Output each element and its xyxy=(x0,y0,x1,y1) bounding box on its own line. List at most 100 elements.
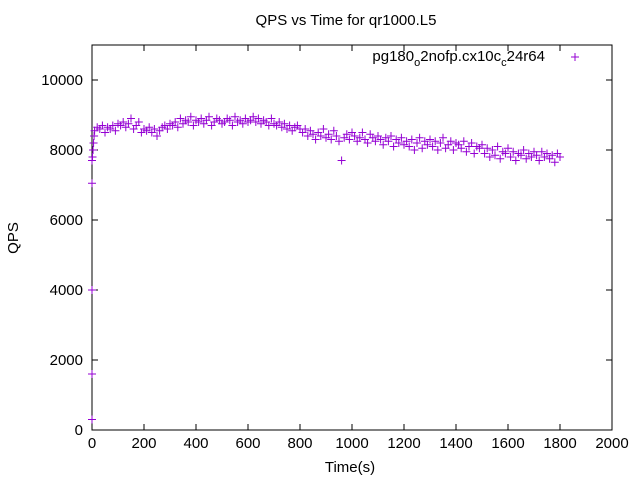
data-point xyxy=(405,142,414,151)
data-point xyxy=(428,142,437,151)
data-point xyxy=(504,144,512,153)
x-tick-label: 1400 xyxy=(439,435,472,452)
data-point xyxy=(197,114,206,123)
data-point xyxy=(124,119,133,128)
data-point xyxy=(324,130,333,139)
data-point xyxy=(491,151,499,160)
data-point xyxy=(275,118,284,126)
x-tick-label: 200 xyxy=(131,435,156,452)
data-point xyxy=(449,146,458,154)
data-point xyxy=(556,153,564,161)
data-point xyxy=(327,135,336,144)
data-point xyxy=(470,149,479,158)
data-point xyxy=(163,125,172,133)
data-point xyxy=(319,125,328,133)
data-point xyxy=(426,135,434,144)
data-point xyxy=(394,139,403,147)
data-point xyxy=(488,146,497,154)
data-point xyxy=(543,149,551,158)
x-tick-label: 400 xyxy=(183,435,208,452)
y-tick-label: 8000 xyxy=(50,142,83,159)
data-point xyxy=(301,125,310,133)
data-point xyxy=(231,112,239,121)
y-tick-label: 2000 xyxy=(50,352,83,369)
data-point xyxy=(389,142,398,151)
data-point xyxy=(548,151,557,160)
data-point xyxy=(205,112,213,121)
data-point xyxy=(350,132,359,140)
data-point xyxy=(371,137,380,146)
data-point xyxy=(485,153,494,161)
data-point xyxy=(358,128,367,137)
data-point xyxy=(98,121,107,130)
data-point xyxy=(176,114,185,123)
data-point xyxy=(509,147,518,156)
data-point xyxy=(88,286,96,294)
data-point xyxy=(249,112,258,121)
data-point xyxy=(153,132,161,140)
data-point xyxy=(407,135,416,144)
data-point xyxy=(397,133,406,142)
data-point xyxy=(413,139,421,147)
x-tick-label: 2000 xyxy=(595,435,628,452)
data-point xyxy=(90,132,99,140)
data-point xyxy=(238,119,247,128)
data-point xyxy=(535,156,544,165)
data-point xyxy=(355,133,364,142)
data-point xyxy=(303,132,312,140)
data-point xyxy=(88,370,96,378)
data-point xyxy=(267,114,276,123)
y-tick-label: 6000 xyxy=(50,212,83,229)
data-point xyxy=(184,118,193,126)
data-point xyxy=(88,156,96,165)
data-point xyxy=(415,133,424,142)
data-point xyxy=(89,139,98,147)
data-point xyxy=(527,153,536,161)
data-point xyxy=(127,114,135,123)
data-point xyxy=(264,121,273,130)
data-point xyxy=(337,156,346,165)
data-point xyxy=(171,118,180,126)
data-point xyxy=(423,140,432,149)
data-point xyxy=(119,118,128,126)
data-point xyxy=(387,132,395,140)
x-tick-label: 800 xyxy=(287,435,312,452)
data-point xyxy=(537,147,546,156)
data-point xyxy=(462,147,471,156)
data-point xyxy=(517,151,525,160)
data-point xyxy=(493,142,502,151)
data-point xyxy=(88,179,96,188)
data-point xyxy=(101,128,109,137)
data-point xyxy=(335,137,343,146)
y-tick-label: 10000 xyxy=(41,72,83,89)
data-point xyxy=(363,139,372,147)
data-point xyxy=(88,415,96,424)
data-point xyxy=(439,133,447,142)
data-point xyxy=(111,126,120,135)
data-point xyxy=(384,137,393,146)
data-point xyxy=(511,156,520,165)
y-axis-label: QPS xyxy=(5,222,22,254)
data-point xyxy=(478,140,486,149)
legend: pg180o2nofp.cx10cc24r64 xyxy=(372,48,579,69)
data-point xyxy=(457,144,466,153)
data-point xyxy=(108,121,117,130)
plot-frame xyxy=(91,44,613,431)
legend-marker xyxy=(571,53,579,61)
data-point xyxy=(345,135,354,144)
data-point xyxy=(225,116,234,125)
data-point xyxy=(88,153,97,161)
x-tick-label: 1600 xyxy=(491,435,524,452)
data-point xyxy=(431,137,440,146)
data-point xyxy=(311,135,320,144)
x-tick-label: 1800 xyxy=(543,435,576,452)
data-point xyxy=(89,146,98,154)
data-points xyxy=(88,112,564,424)
data-point xyxy=(418,144,427,153)
data-point xyxy=(522,154,531,163)
data-point xyxy=(376,135,385,144)
data-point xyxy=(480,149,489,158)
data-point xyxy=(532,151,541,160)
data-point xyxy=(228,121,237,130)
